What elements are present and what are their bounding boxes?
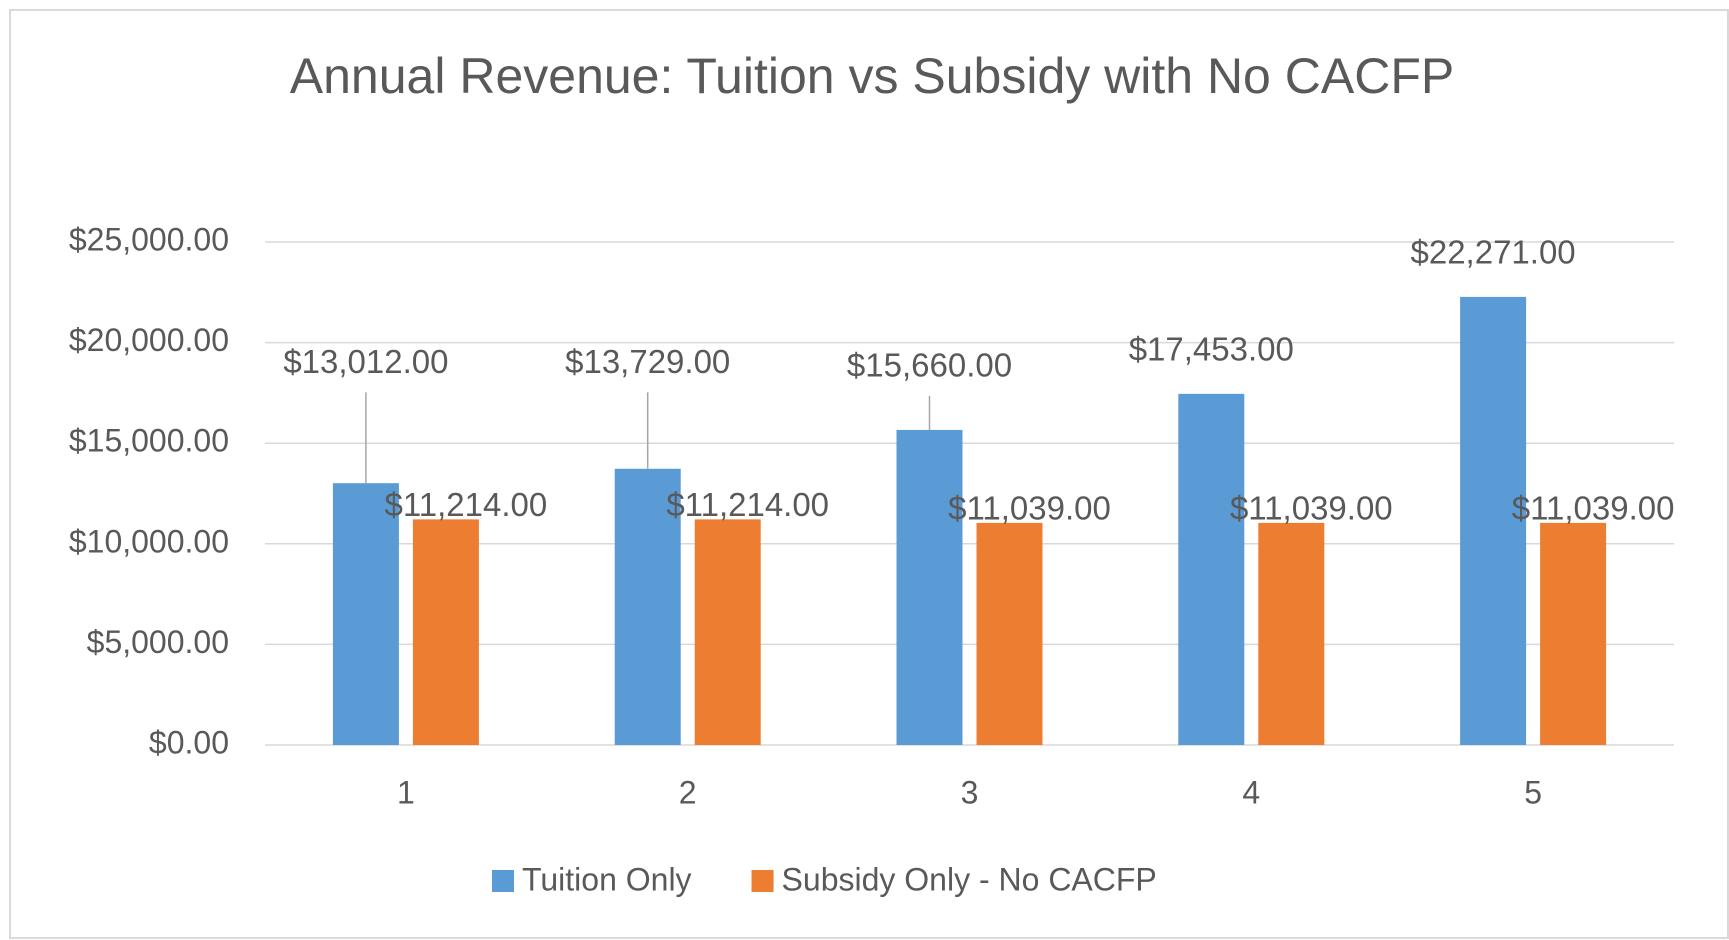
data-label: $15,660.00 [847, 347, 1012, 384]
y-tick-label: $0.00 [149, 724, 229, 760]
bar [614, 468, 681, 745]
bar [1178, 393, 1245, 745]
x-tick-label: 3 [961, 774, 979, 810]
data-label: $11,039.00 [1512, 490, 1675, 527]
x-tick-label: 5 [1524, 774, 1542, 810]
chart-title: Annual Revenue: Tuition vs Subsidy with … [290, 48, 1454, 104]
x-tick-label: 2 [679, 774, 697, 810]
legend-label: Subsidy Only - No CACFP [782, 861, 1157, 897]
x-tick-label: 4 [1242, 774, 1260, 810]
y-tick-label: $25,000.00 [69, 221, 229, 257]
data-label: $13,729.00 [565, 343, 730, 380]
bar [1460, 296, 1527, 745]
x-tick-label: 1 [397, 774, 415, 810]
bar [694, 519, 761, 745]
legend-label: Tuition Only [522, 861, 692, 897]
data-label: $11,039.00 [1230, 490, 1393, 527]
data-label: $11,214.00 [666, 486, 829, 523]
bar [332, 483, 399, 745]
data-label: $17,453.00 [1129, 331, 1294, 368]
data-label: $11,039.00 [948, 490, 1111, 527]
bar [412, 519, 479, 745]
bar [976, 522, 1043, 745]
data-label: $13,012.00 [283, 343, 448, 380]
y-tick-label: $20,000.00 [69, 322, 229, 358]
y-tick-label: $15,000.00 [69, 423, 229, 459]
legend-swatch [751, 870, 774, 892]
legend-swatch [492, 870, 514, 892]
data-label: $11,214.00 [385, 486, 548, 523]
data-label: $22,271.00 [1411, 234, 1576, 271]
y-tick-label: $10,000.00 [69, 523, 229, 559]
bar [1258, 522, 1325, 745]
bar [1540, 522, 1607, 745]
chart-border [9, 9, 1729, 939]
bar [896, 429, 963, 745]
y-tick-label: $5,000.00 [87, 624, 229, 660]
